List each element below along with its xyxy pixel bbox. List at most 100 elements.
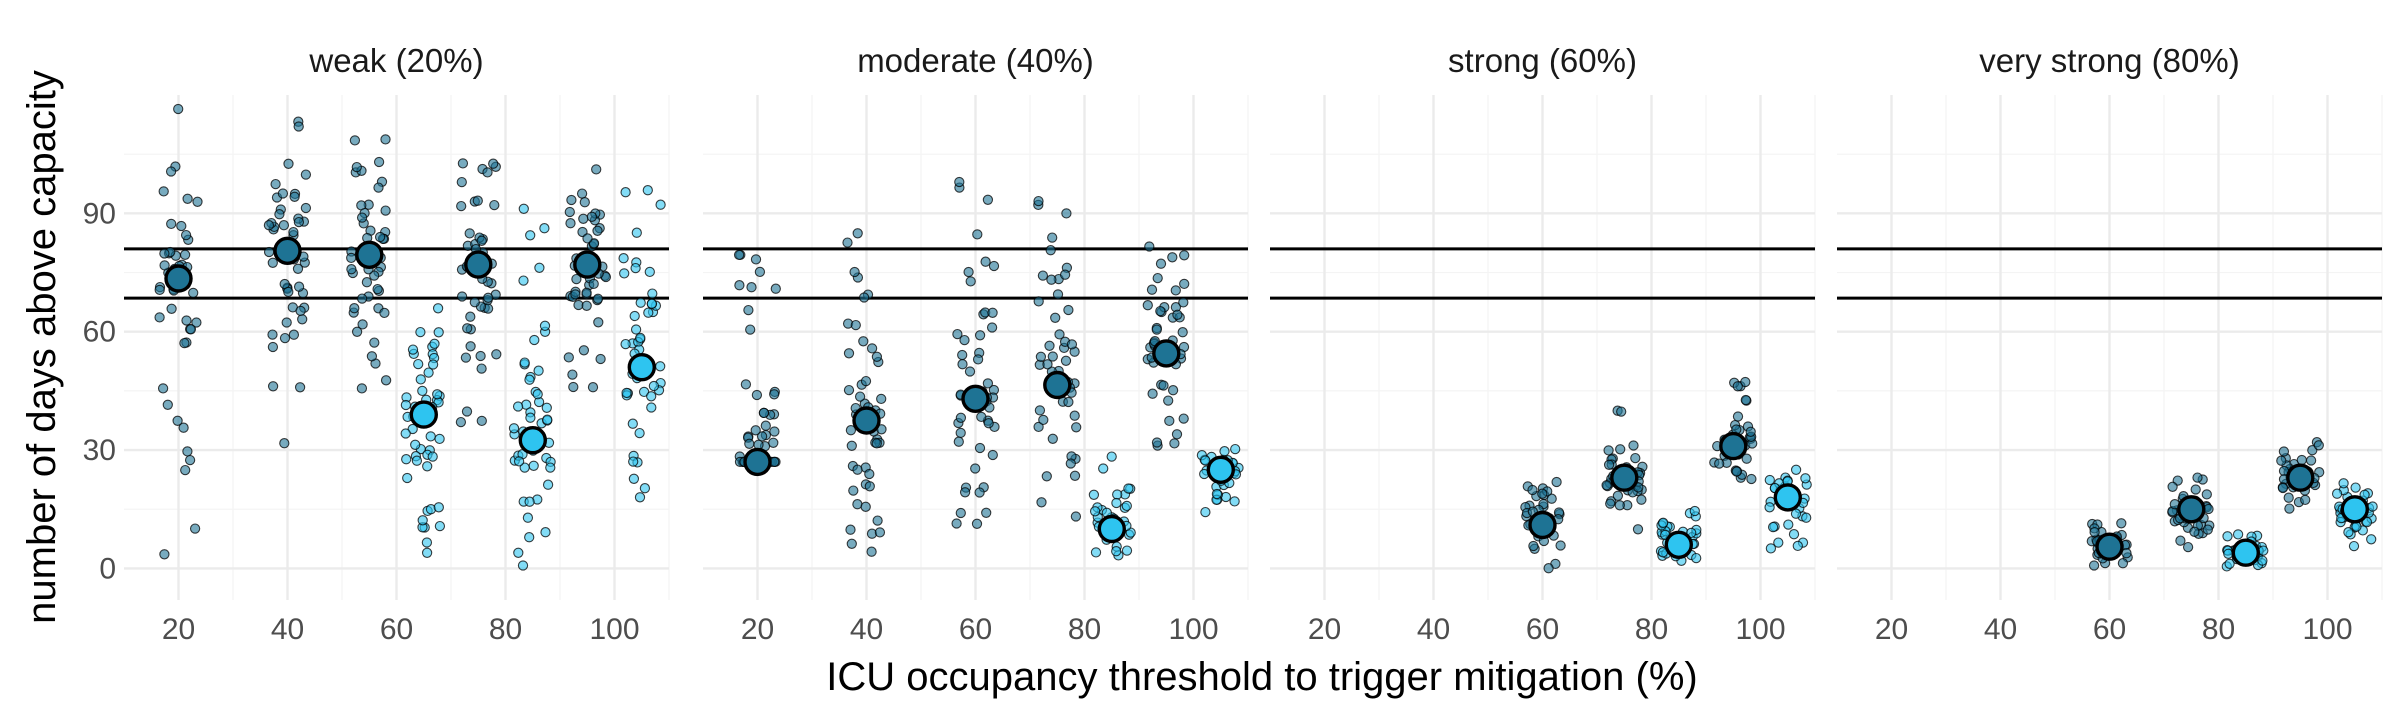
data-point — [579, 197, 590, 208]
data-point — [2182, 541, 2194, 553]
data-point — [750, 254, 762, 265]
data-point — [592, 293, 604, 304]
data-point — [277, 188, 289, 199]
data-point — [655, 199, 666, 210]
text-layer: weak (20%) 20 40 60 80 100 moderate (40%) 20 40 6… — [20, 42, 2353, 699]
data-point — [1790, 464, 1802, 475]
mean-marker — [1097, 514, 1127, 544]
data-point — [1112, 489, 1123, 500]
data-point — [539, 320, 551, 331]
data-point — [293, 121, 304, 132]
data-point — [1046, 274, 1057, 285]
data-point — [159, 260, 170, 271]
mean-marker — [627, 353, 656, 382]
x-tick-label: 60 — [959, 613, 992, 646]
data-point — [733, 249, 745, 261]
data-point — [1035, 351, 1047, 362]
data-point — [349, 303, 360, 314]
data-point — [1063, 396, 1074, 408]
data-point — [1783, 519, 1794, 530]
data-point — [166, 218, 177, 230]
mean-marker — [518, 426, 547, 455]
data-point — [159, 549, 170, 560]
data-point — [525, 230, 536, 241]
data-point — [2190, 484, 2201, 495]
panel-title: weak (20%) — [308, 42, 483, 79]
data-point — [987, 307, 998, 318]
data-point — [1158, 380, 1169, 391]
data-point — [1615, 444, 1626, 455]
x-tick-label: 100 — [2302, 613, 2352, 646]
data-point — [1632, 524, 1644, 535]
data-point — [513, 547, 524, 558]
data-point — [871, 438, 882, 449]
data-point — [191, 317, 202, 328]
data-point — [1177, 327, 1188, 338]
data-point — [429, 338, 440, 349]
data-point — [1605, 498, 1616, 509]
data-point — [843, 348, 855, 359]
data-point — [2258, 545, 2269, 556]
data-point — [769, 426, 780, 437]
data-point — [300, 202, 312, 214]
data-point — [293, 216, 305, 228]
data-point — [433, 502, 444, 513]
grid-layer — [124, 95, 2383, 600]
data-point — [1801, 512, 1812, 523]
data-point — [769, 389, 780, 400]
data-point — [1037, 270, 1049, 281]
data-point — [369, 337, 380, 348]
data-point — [587, 382, 599, 393]
data-point — [974, 487, 985, 498]
data-point — [366, 351, 378, 362]
data-point — [854, 391, 866, 402]
data-point — [356, 293, 368, 304]
data-point — [955, 412, 967, 423]
x-tick-label: 80 — [489, 613, 522, 646]
data-point — [1764, 502, 1775, 513]
data-point — [357, 319, 368, 330]
mean-marker — [1664, 530, 1694, 559]
data-point — [872, 515, 883, 526]
mean-marker — [1773, 483, 1803, 512]
data-point — [1071, 422, 1082, 433]
data-point — [2089, 526, 2100, 538]
data-point — [850, 319, 861, 331]
data-point — [2300, 494, 2311, 506]
data-point — [1038, 414, 1049, 426]
data-point — [300, 169, 312, 180]
data-point — [374, 231, 386, 243]
data-point — [635, 297, 646, 308]
data-point — [1790, 508, 1802, 519]
data-point — [278, 220, 290, 231]
data-point — [165, 166, 177, 177]
data-point — [542, 479, 554, 490]
data-point — [460, 352, 472, 363]
data-point — [582, 233, 593, 244]
data-point — [970, 463, 981, 474]
data-point — [292, 263, 304, 274]
data-point — [618, 253, 629, 264]
x-tick-label: 20 — [1308, 613, 1341, 646]
data-point — [570, 289, 581, 300]
data-point — [842, 237, 853, 248]
data-point — [476, 235, 487, 246]
data-point — [400, 428, 411, 439]
data-point — [643, 307, 654, 318]
data-point — [983, 418, 994, 429]
data-point — [2343, 527, 2354, 538]
data-point — [369, 270, 380, 281]
data-point — [642, 185, 653, 196]
data-point — [971, 518, 983, 529]
data-point — [1732, 381, 1743, 392]
data-point — [760, 420, 771, 431]
data-point — [1800, 473, 1811, 484]
data-point — [2189, 526, 2200, 537]
data-point — [288, 226, 299, 238]
data-point — [1069, 470, 1081, 481]
mean-marker — [1206, 455, 1236, 484]
data-point — [465, 311, 476, 322]
data-point — [2366, 534, 2377, 545]
x-tick-label: 60 — [1526, 613, 1559, 646]
data-point — [630, 262, 641, 274]
